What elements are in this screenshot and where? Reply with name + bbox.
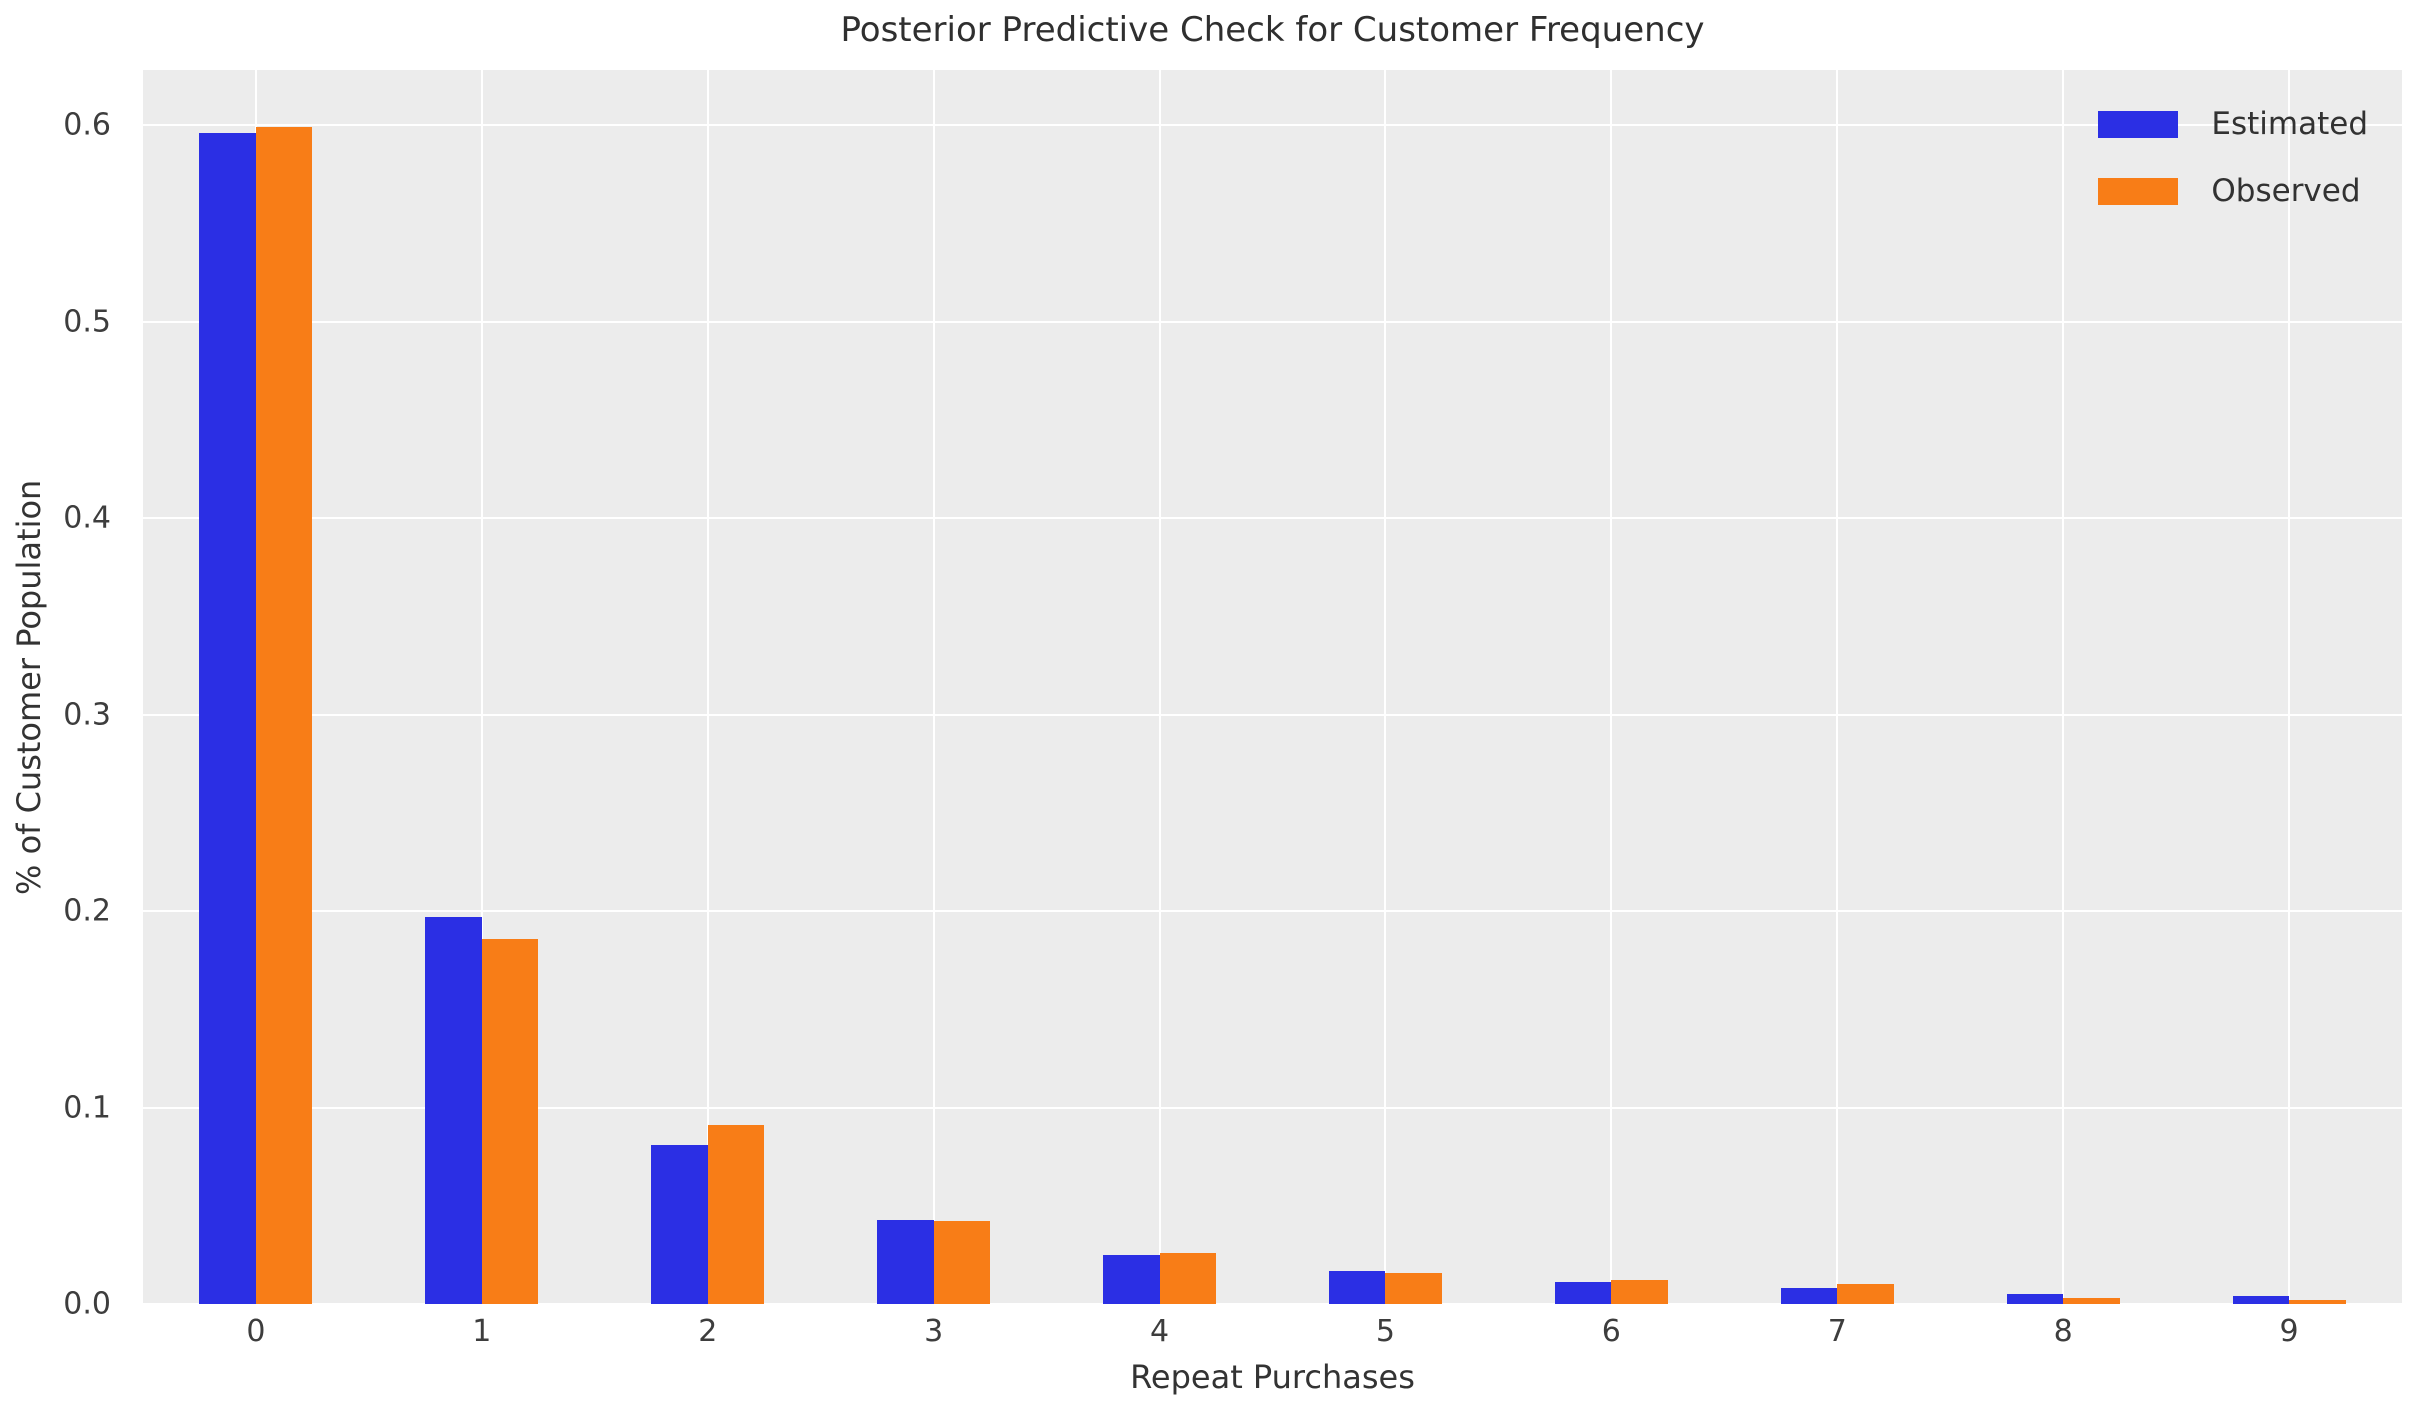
legend-label-observed: Observed [2211,173,2361,209]
bar-estimated-0 [199,132,256,1304]
gridline-y-0.3 [143,713,2402,716]
x-tick-2: 2 [698,1314,718,1349]
y-tick-0.6: 0.6 [63,107,111,143]
y-tick-0.0: 0.0 [63,1286,111,1322]
legend-label-estimated: Estimated [2211,106,2368,142]
bar-estimated-6 [1554,1282,1612,1304]
x-tick-9: 9 [2279,1314,2299,1349]
bar-estimated-8 [2006,1294,2064,1304]
gridline-x-8 [2062,70,2065,1304]
gridline-y-0.1 [143,1106,2402,1109]
bar-estimated-9 [2232,1296,2290,1304]
x-tick-labels: 0 1 2 3 4 5 6 7 8 9 [143,1304,2402,1356]
bar-estimated-5 [1328,1270,1386,1304]
y-tick-0.1: 0.1 [63,1090,111,1125]
bar-observed-4 [1159,1252,1217,1304]
x-tick-0: 0 [246,1314,266,1349]
gridline-y-0.2 [143,910,2402,913]
y-tick-0.4: 0.4 [63,500,111,536]
gridline-y-0.4 [143,517,2402,520]
gridline-x-1 [480,70,483,1304]
bar-estimated-2 [651,1144,708,1304]
legend: Estimated Observed [2098,106,2368,209]
bar-observed-3 [933,1221,991,1304]
bar-observed-9 [2289,1300,2346,1304]
x-axis-label: Repeat Purchases [1130,1358,1415,1396]
y-tick-0.5: 0.5 [63,304,111,340]
legend-patch-observed [2098,177,2179,205]
bar-estimated-1 [425,916,482,1304]
bar-estimated-3 [877,1219,934,1304]
gridline-x-9 [2288,70,2291,1304]
gridline-x-6 [1610,70,1613,1304]
legend-patch-estimated [2098,110,2179,138]
gridline-x-3 [932,70,935,1304]
x-tick-8: 8 [2053,1314,2073,1349]
gridline-y-0.6 [143,124,2402,127]
y-tick-labels: 0.0 0.1 0.2 0.3 0.4 0.5 0.6 [0,70,133,1322]
gridline-y-0.5 [143,320,2402,323]
gridline-x-5 [1384,70,1387,1304]
bar-observed-7 [1837,1284,1894,1304]
plot-area: Estimated Observed [143,70,2402,1305]
gridline-y-0.0 [143,1303,2402,1305]
legend-item-observed: Observed [2098,173,2368,209]
legend-item-estimated: Estimated [2098,106,2368,142]
bar-observed-2 [707,1125,765,1304]
gridline-x-4 [1158,70,1161,1304]
y-tick-0.3: 0.3 [63,697,111,732]
bar-estimated-4 [1103,1254,1160,1304]
y-tick-0.2: 0.2 [63,893,111,929]
chart-title: Posterior Predictive Check for Customer … [840,10,1705,50]
bar-observed-0 [255,126,313,1304]
bar-observed-5 [1385,1272,1442,1304]
bar-observed-6 [1611,1280,1668,1304]
x-tick-1: 1 [472,1314,492,1349]
x-tick-4: 4 [1150,1314,1170,1349]
bar-observed-8 [2063,1298,2120,1304]
gridline-x-2 [706,70,709,1304]
x-tick-6: 6 [1601,1314,1621,1349]
x-tick-3: 3 [924,1314,944,1349]
x-tick-5: 5 [1375,1314,1395,1349]
bar-estimated-7 [1780,1288,1838,1304]
bar-observed-1 [481,938,539,1304]
gridline-x-7 [1836,70,1839,1304]
x-tick-7: 7 [1827,1314,1847,1349]
